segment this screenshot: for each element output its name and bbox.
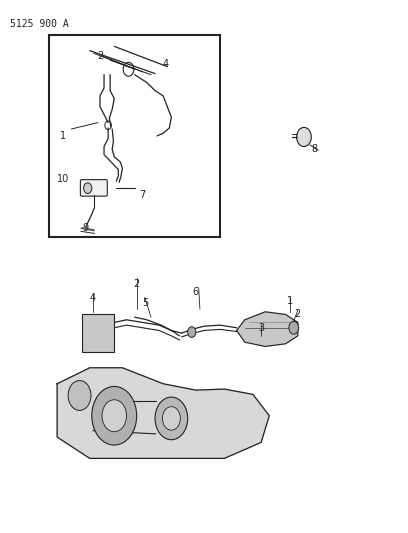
FancyBboxPatch shape (80, 180, 107, 196)
Circle shape (102, 400, 126, 432)
Text: 1: 1 (286, 296, 293, 306)
Circle shape (68, 381, 91, 410)
Polygon shape (57, 368, 269, 458)
Text: 10: 10 (57, 174, 69, 183)
Text: 5: 5 (142, 298, 148, 308)
Text: 3: 3 (258, 323, 264, 333)
Text: 2: 2 (295, 310, 301, 319)
Bar (82, 314, 114, 352)
Text: 8: 8 (311, 144, 317, 154)
Text: 5125 900 A: 5125 900 A (10, 19, 69, 29)
Circle shape (289, 321, 299, 334)
Circle shape (162, 407, 180, 430)
Circle shape (84, 183, 92, 193)
Circle shape (188, 327, 196, 337)
Polygon shape (237, 312, 298, 346)
Text: 9: 9 (82, 223, 89, 233)
Text: 4: 4 (162, 59, 169, 69)
Text: 7: 7 (140, 190, 146, 199)
Text: 4: 4 (90, 294, 96, 303)
Circle shape (155, 397, 188, 440)
Text: 6: 6 (193, 287, 199, 297)
Text: 1: 1 (60, 131, 67, 141)
Text: 2: 2 (133, 279, 140, 288)
Circle shape (92, 386, 137, 445)
Text: 2: 2 (97, 51, 103, 61)
Bar (49, 35, 220, 237)
Circle shape (297, 127, 311, 147)
